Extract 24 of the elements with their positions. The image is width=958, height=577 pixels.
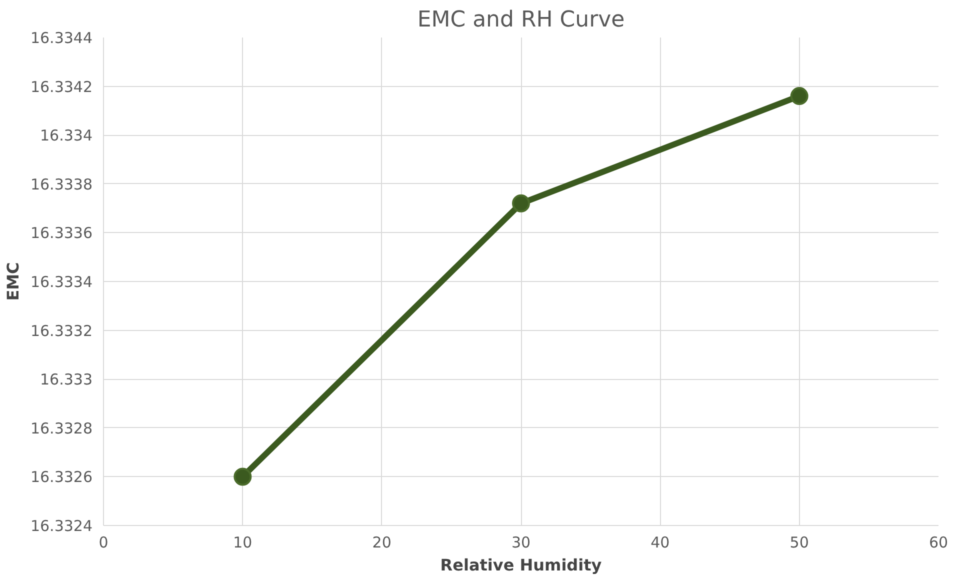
y-tick-label: 16.3344 bbox=[30, 29, 92, 47]
y-tick-label: 16.3324 bbox=[30, 517, 92, 535]
x-tick-label: 0 bbox=[98, 534, 108, 552]
y-tick-label: 16.3336 bbox=[30, 224, 92, 242]
point bbox=[234, 468, 252, 486]
y-tick-label: 16.334 bbox=[40, 126, 93, 145]
point bbox=[512, 194, 530, 212]
y-axis-title: EMC bbox=[3, 262, 22, 301]
x-tick-label: 10 bbox=[233, 534, 252, 552]
x-tick-label: 50 bbox=[790, 534, 809, 552]
y-tick-label: 16.3334 bbox=[30, 273, 92, 291]
x-axis-title: Relative Humidity bbox=[440, 556, 602, 574]
x-tick-label: 40 bbox=[650, 534, 670, 552]
x-tick-label: 20 bbox=[372, 534, 392, 552]
point bbox=[790, 87, 808, 106]
y-tick-label: 16.3328 bbox=[30, 419, 92, 438]
x-tick-label: 60 bbox=[928, 534, 948, 552]
y-tick-label: 16.3326 bbox=[30, 468, 92, 486]
y-tick-label: 16.3332 bbox=[30, 322, 92, 340]
y-tick-label: 16.3338 bbox=[30, 175, 92, 194]
chart-title: EMC and RH Curve bbox=[417, 8, 625, 32]
y-tick-label: 16.333 bbox=[40, 370, 93, 389]
x-tick-label: 30 bbox=[511, 534, 531, 552]
y-tick-label: 16.3342 bbox=[30, 78, 92, 96]
